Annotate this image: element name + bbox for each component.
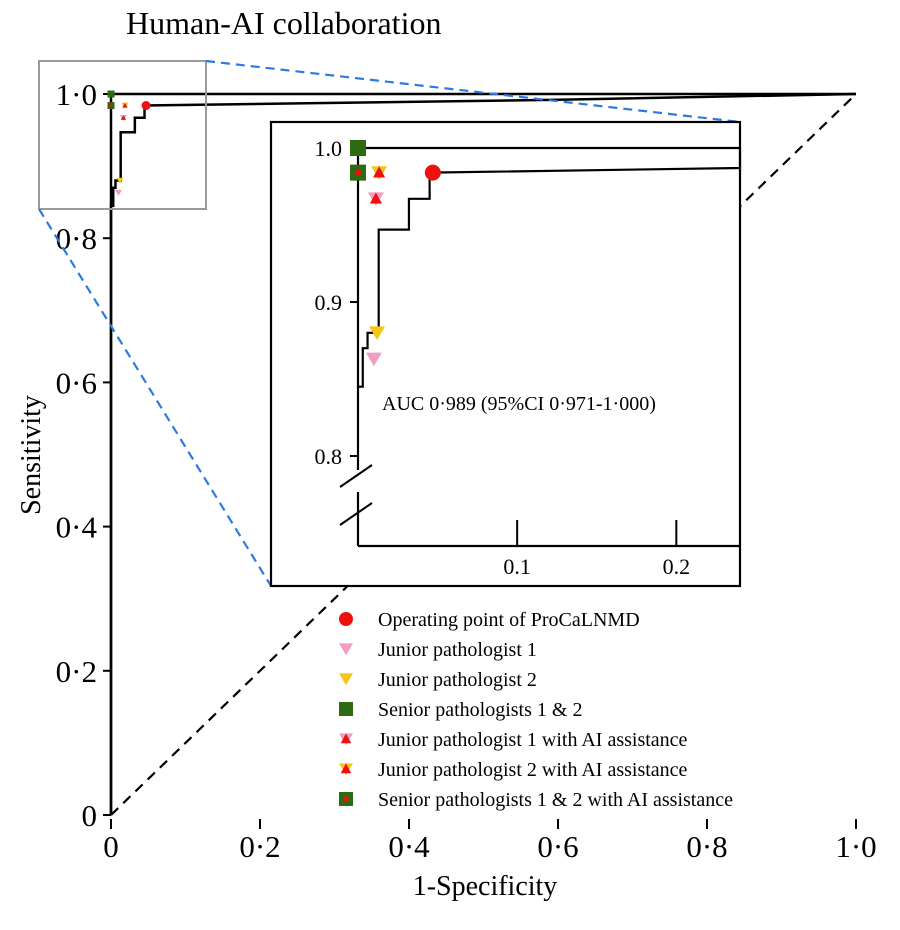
legend-label: Junior pathologist 1 with AI assistance — [378, 729, 688, 751]
legend-label: Junior pathologist 2 — [378, 669, 537, 691]
legend-item: Junior pathologist 2 — [339, 669, 537, 691]
x-tick-label: 0 — [103, 829, 119, 864]
inset-x-tick-label: 0.1 — [503, 554, 531, 579]
chart-title: Human-AI collaboration — [126, 5, 441, 41]
marker-junior-pathologist-1-with-ai-assistance — [119, 114, 127, 121]
marker-junior-pathologist-1 — [114, 189, 122, 196]
x-tick-label: 0·6 — [537, 829, 578, 864]
inset-roc-curve — [358, 148, 742, 388]
marker-senior-pathologists-1-and-2-with-ai-assistance — [350, 164, 366, 181]
marker-senior-pathologists-1-and-2-with-ai-assistance — [107, 102, 115, 110]
x-axis-label: 1-Specificity — [413, 871, 558, 902]
y-tick-label: 0·4 — [56, 510, 98, 545]
legend-symbol-junior-pathologist-1 — [339, 643, 353, 656]
legend-item: Junior pathologist 1 — [339, 639, 537, 661]
marker-senior-pathologists-1-and-2 — [350, 140, 366, 156]
legend-item: Junior pathologist 1 with AI assistance — [339, 729, 688, 751]
legend-item: Operating point of ProCaLNMD — [339, 609, 640, 631]
marker-operating-point-of-procalnmd — [141, 101, 151, 111]
inset-frame — [269, 120, 742, 588]
legend-symbol-senior-pathologists-1-and-2 — [339, 702, 353, 716]
y-tick-label: 1·0 — [56, 77, 97, 112]
marker-junior-pathologist-1-with-ai-assistance — [367, 192, 384, 207]
x-tick-label: 0·8 — [686, 829, 727, 864]
legend-label: Senior pathologists 1 & 2 with AI assist… — [378, 789, 733, 811]
legend-symbol-senior-pathologists-1-and-2-with-ai-assistance — [339, 792, 353, 806]
legend-symbol-junior-pathologist-2 — [339, 673, 353, 686]
y-axis-label: Sensitivity — [16, 395, 47, 515]
legend-symbol-operating-point-of-procalnmd — [339, 612, 353, 626]
x-tick-label: 0·4 — [388, 829, 430, 864]
marker-junior-pathologist-2-with-ai-assistance — [371, 166, 388, 180]
legend-label: Operating point of ProCaLNMD — [378, 609, 640, 631]
inset-x-tick-label: 0.2 — [663, 554, 691, 579]
legend-symbol-junior-pathologist-2-with-ai-assistance — [339, 763, 353, 776]
legend-label: Senior pathologists 1 & 2 — [378, 699, 582, 721]
y-tick-label: 0·8 — [56, 221, 97, 256]
marker-junior-pathologist-2 — [369, 326, 386, 340]
inset-y-tick-label: 0.9 — [315, 290, 343, 315]
zoom-connector-top — [205, 59, 741, 124]
legend-item: Senior pathologists 1 & 2 with AI assist… — [339, 789, 733, 811]
inset-y-tick-label: 0.8 — [315, 444, 343, 469]
marker-junior-pathologist-2 — [116, 177, 124, 184]
y-tick-label: 0 — [82, 798, 98, 833]
legend-symbol-junior-pathologist-1-with-ai-assistance — [339, 733, 353, 746]
legend-item: Senior pathologists 1 & 2 — [339, 699, 582, 721]
marker-junior-pathologist-2-with-ai-assistance — [121, 102, 129, 109]
main-plot: 00 0·2 0·2 0·4 0·4 0·6 0·6 0·8 0·8 1·0 1·0 — [38, 60, 877, 864]
y-tick-label: 0·6 — [56, 365, 97, 400]
auc-annotation: AUC 0·989 (95%CI 0·971-1·000) — [382, 393, 656, 415]
x-tick-label: 0·2 — [239, 829, 280, 864]
marker-junior-pathologist-1 — [365, 352, 382, 367]
legend: Operating point of ProCaLNMD Junior patho… — [339, 609, 733, 811]
zoom-connector-bottom — [38, 208, 272, 587]
legend-label: Junior pathologist 1 — [378, 639, 537, 661]
inset-y-tick-label: 1.0 — [315, 136, 343, 161]
inset-plot: 1.0 0.9 0.8 0.1 0.2 AUC 0·989 (95%CI 0·971-1·… — [38, 59, 742, 588]
axis-break-mark — [339, 502, 373, 526]
legend-item: Junior pathologist 2 with AI assistance — [339, 759, 688, 781]
axis-break-mark — [339, 464, 373, 488]
x-tick-label: 1·0 — [835, 829, 876, 864]
y-tick-label: 0·2 — [56, 654, 97, 689]
zoom-box — [38, 60, 207, 210]
roc-curve — [109, 92, 857, 815]
legend-label: Junior pathologist 2 with AI assistance — [378, 759, 688, 781]
marker-senior-pathologists-1-and-2 — [107, 90, 115, 98]
marker-operating-point-of-procalnmd — [424, 164, 441, 181]
